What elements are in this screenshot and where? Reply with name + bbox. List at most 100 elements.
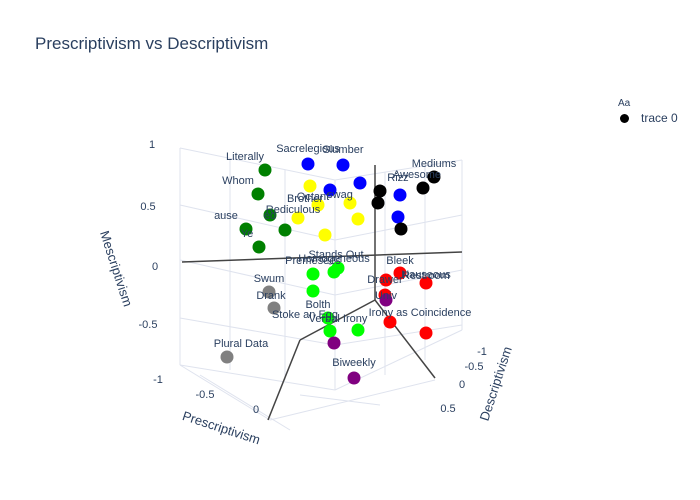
data-point[interactable]	[262, 285, 276, 299]
grid-line	[269, 379, 436, 421]
point-label: Slumber	[323, 144, 364, 156]
data-point[interactable]	[220, 350, 234, 364]
point-label: Literally	[226, 151, 264, 163]
legend[interactable]: Aa trace 0	[618, 98, 678, 125]
point-label: ed	[264, 210, 276, 222]
data-point[interactable]	[258, 163, 272, 177]
data-point[interactable]	[353, 176, 367, 190]
data-point[interactable]	[321, 311, 335, 325]
data-point[interactable]	[327, 265, 341, 279]
chart-title: Prescriptivism vs Descriptivism	[35, 34, 269, 53]
grid-line	[179, 364, 271, 421]
axis-line	[267, 339, 301, 421]
data-points[interactable]	[220, 157, 441, 385]
data-point[interactable]	[383, 315, 397, 329]
data-point[interactable]	[263, 208, 277, 222]
data-point[interactable]	[239, 222, 253, 236]
data-point[interactable]	[252, 240, 266, 254]
axis-line	[374, 299, 436, 379]
point-label: Biweekly	[332, 357, 376, 369]
point-label: Restroom	[402, 270, 450, 282]
grid-line	[334, 159, 463, 181]
grid-line	[179, 204, 336, 241]
point-label: Univ	[375, 290, 398, 302]
data-point[interactable]	[311, 198, 325, 212]
y-tick-label: -1	[477, 346, 487, 358]
grid-line	[179, 364, 336, 391]
point-label: Nauseous	[401, 269, 451, 281]
data-point[interactable]	[393, 188, 407, 202]
data-point[interactable]	[394, 222, 408, 236]
data-point[interactable]	[323, 324, 337, 338]
data-point[interactable]	[416, 181, 430, 195]
data-point[interactable]	[278, 223, 292, 237]
point-label: Whom	[222, 175, 254, 187]
x-tick-label: -0.5	[196, 389, 215, 401]
x-axis-title: Prescriptivism	[181, 408, 263, 447]
data-point[interactable]	[303, 179, 317, 193]
data-point[interactable]	[351, 212, 365, 226]
point-label: Brother	[287, 193, 323, 205]
z-axis-title: Mescriptivism	[97, 229, 136, 309]
axis-line	[299, 299, 376, 341]
legend-item-trace-0[interactable]: trace 0	[618, 111, 678, 125]
y-tick-label: 0	[459, 379, 465, 391]
point-label: Mediums	[412, 158, 457, 170]
point-label: Drawer	[367, 274, 403, 286]
data-point[interactable]	[393, 266, 407, 280]
y-tick-label: 0.5	[440, 403, 455, 415]
data-point[interactable]	[427, 170, 441, 184]
point-label: Bolth	[305, 299, 330, 311]
point-label: Bleek	[386, 255, 414, 267]
point-label: swag	[327, 189, 353, 201]
data-point[interactable]	[318, 228, 332, 242]
point-label: Sacrelegious	[276, 143, 340, 155]
point-label: Plural Data	[214, 338, 269, 350]
grid-line	[299, 394, 381, 406]
axis-line	[181, 251, 463, 263]
data-point[interactable]	[391, 210, 405, 224]
data-point[interactable]	[379, 273, 393, 287]
data-point[interactable]	[371, 196, 385, 210]
data-point[interactable]	[327, 336, 341, 350]
data-point[interactable]	[379, 293, 393, 307]
x-tick-label: 0	[253, 404, 259, 416]
point-label: Rizz	[387, 172, 408, 184]
point-label: ause	[214, 210, 238, 222]
data-point[interactable]	[347, 371, 361, 385]
tick-labels: -1-0.500.51-1-0.500.5-0.50	[139, 139, 487, 416]
y-tick-label: -0.5	[465, 361, 484, 373]
point-label: Swum	[254, 273, 285, 285]
data-point[interactable]	[343, 196, 357, 210]
point-label: Rediculous	[266, 204, 321, 216]
data-point[interactable]	[419, 326, 433, 340]
grid-line	[334, 269, 463, 296]
z-tick-label: 1	[149, 139, 155, 151]
data-point[interactable]	[336, 158, 350, 172]
point-label: Ye	[241, 228, 253, 240]
grid-line	[199, 374, 291, 431]
grid-line	[179, 147, 336, 181]
point-label: Stands Out	[308, 249, 363, 261]
data-point[interactable]	[301, 157, 315, 171]
point-label: Stoke an Egg	[272, 309, 338, 321]
data-point[interactable]	[419, 276, 433, 290]
data-point[interactable]	[373, 184, 387, 198]
legend-title: Aa	[618, 98, 631, 109]
legend-marker-icon	[620, 113, 629, 123]
data-point[interactable]	[351, 323, 365, 337]
data-point[interactable]	[323, 183, 337, 197]
data-point[interactable]	[251, 187, 265, 201]
point-label: Homogeneous	[298, 253, 370, 265]
data-point[interactable]	[291, 211, 305, 225]
point-label: Premesees	[285, 255, 341, 267]
z-tick-label: -0.5	[139, 319, 158, 331]
data-point[interactable]	[267, 301, 281, 315]
z-tick-label: 0	[152, 261, 158, 273]
z-tick-label: 0.5	[140, 201, 155, 213]
data-point[interactable]	[306, 284, 320, 298]
data-point[interactable]	[306, 267, 320, 281]
z-tick-label: -1	[153, 374, 163, 386]
